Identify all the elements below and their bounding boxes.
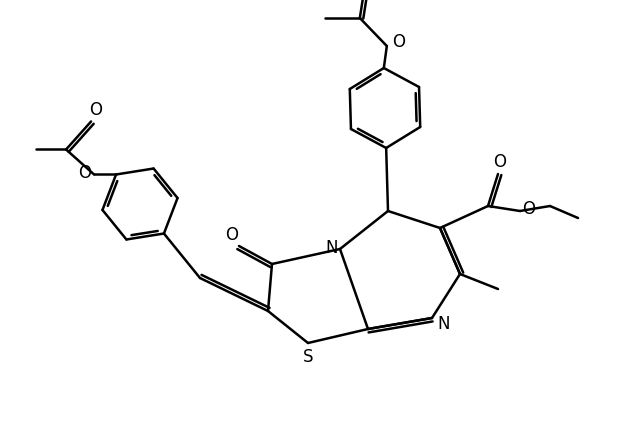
- Text: O: O: [79, 164, 92, 182]
- Text: O: O: [493, 153, 506, 170]
- Text: N: N: [326, 239, 339, 256]
- Text: O: O: [392, 33, 405, 51]
- Text: O: O: [522, 199, 536, 218]
- Text: S: S: [303, 347, 313, 365]
- Text: O: O: [90, 101, 102, 119]
- Text: O: O: [225, 225, 239, 243]
- Text: N: N: [438, 314, 451, 332]
